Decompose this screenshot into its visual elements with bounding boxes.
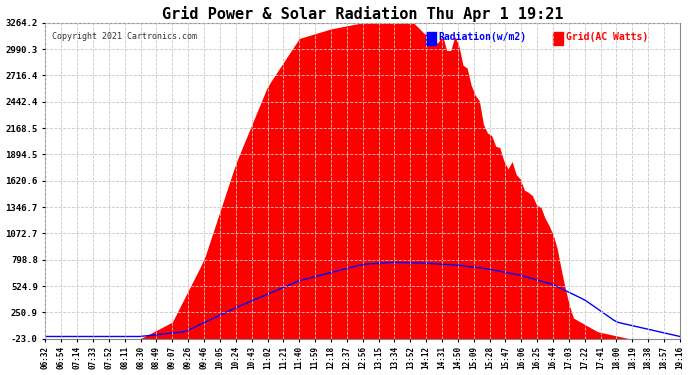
Text: Radiation(w/m2): Radiation(w/m2): [439, 32, 527, 42]
Text: Grid(AC Watts): Grid(AC Watts): [566, 32, 648, 42]
Bar: [426, 32, 435, 45]
Bar: [553, 32, 562, 45]
Title: Grid Power & Solar Radiation Thu Apr 1 19:21: Grid Power & Solar Radiation Thu Apr 1 1…: [162, 6, 564, 21]
Text: Copyright 2021 Cartronics.com: Copyright 2021 Cartronics.com: [52, 32, 197, 41]
